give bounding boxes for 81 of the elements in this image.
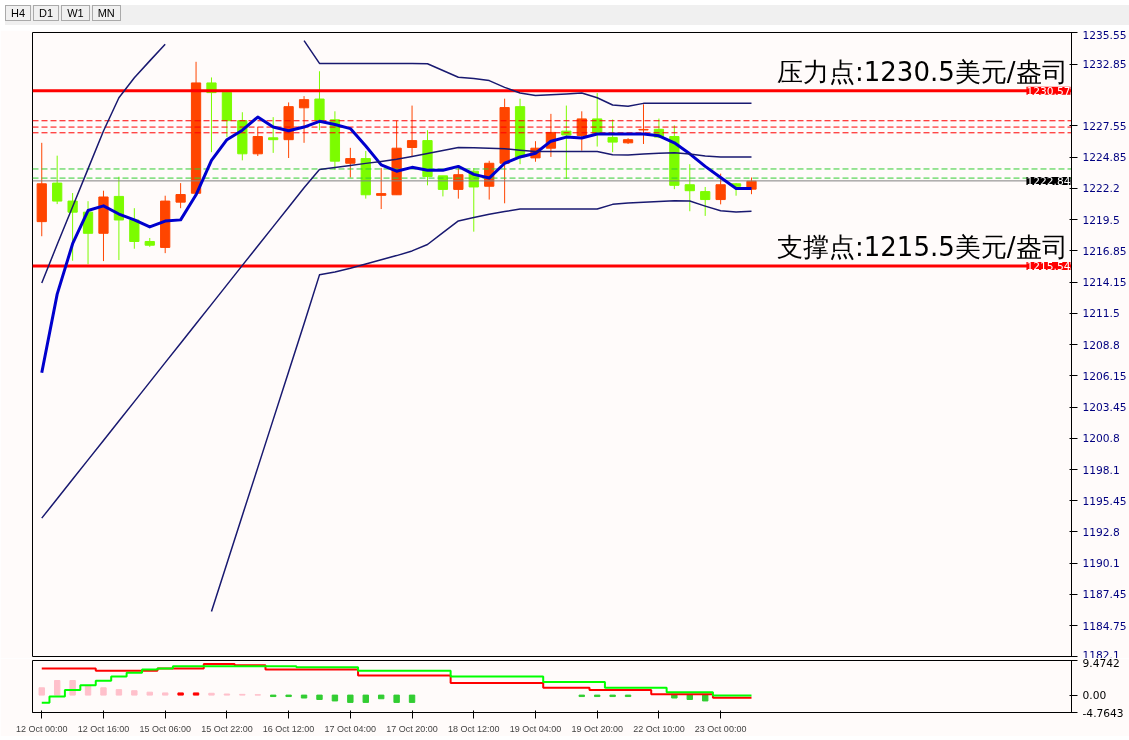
x-tick-label: 15 Oct 22:00 (201, 723, 253, 734)
candlestick (607, 118, 618, 153)
y-tick-label: 1195.45 (1082, 494, 1127, 508)
bar (53, 679, 61, 696)
x-tick-label: 22 Oct 10:00 (633, 723, 685, 734)
line-series (210, 199, 753, 613)
text: H4 (5, 5, 32, 21)
candlestick (268, 116, 279, 154)
x-tick-label: 12 Oct 16:00 (77, 723, 130, 734)
x-tick-label: 15 Oct 06:00 (139, 723, 191, 734)
y-tick-label: -4.7643 (1082, 706, 1124, 720)
x-tick-label: 19 Oct 20:00 (571, 723, 623, 734)
x-tick-label: 23 Oct 00:00 (694, 723, 747, 734)
x-tick-label: 18 Oct 12:00 (448, 723, 500, 734)
x-tick-label: 12 Oct 00:00 (15, 723, 68, 734)
bar (115, 689, 123, 696)
bar (300, 694, 308, 699)
bar (316, 694, 323, 700)
candlestick (715, 173, 726, 205)
candlestick (376, 167, 387, 210)
candlestick (252, 126, 263, 157)
text: MN (91, 5, 121, 21)
bar (38, 687, 45, 696)
y-tick-label: 1203.45 (1082, 401, 1127, 415)
bar (702, 694, 709, 702)
x-tick-label: 17 Oct 04:00 (324, 723, 377, 734)
x-tick-label: 16 Oct 12:00 (262, 723, 315, 734)
bar (686, 694, 693, 700)
y-tick-label: 1222.2 (1082, 182, 1120, 196)
candlestick (684, 163, 695, 212)
text: W1 (61, 5, 90, 21)
candlestick (298, 95, 310, 144)
y-tick-label: 1224.85 (1082, 151, 1127, 165)
ref-line-label: 1215.54 (1026, 260, 1071, 274)
candlestick (561, 105, 572, 180)
y-tick-label: 1184.75 (1082, 619, 1127, 633)
candlestick (52, 155, 63, 205)
y-tick-label: 1211.5 (1082, 307, 1120, 321)
y-tick-label: 1187.45 (1082, 588, 1127, 602)
bar (671, 694, 678, 699)
candlestick (638, 103, 649, 145)
candlestick (314, 70, 325, 131)
line-series (41, 146, 753, 519)
y-tick-label: 1192.8 (1082, 525, 1121, 539)
y-tick-label: 1198.1 (1082, 463, 1120, 477)
bar (408, 694, 416, 703)
bar (161, 692, 169, 696)
bar (100, 687, 107, 696)
bar (146, 691, 153, 696)
y-tick-label: 1208.8 (1082, 338, 1121, 352)
bar (331, 694, 339, 702)
bar (362, 694, 369, 703)
candlestick (700, 186, 711, 217)
bar (84, 685, 92, 696)
bar (192, 692, 200, 696)
y-tick-label: 1206.15 (1082, 369, 1127, 383)
bar (131, 690, 138, 696)
y-tick-label: 1216.85 (1082, 244, 1127, 258)
x-tick-label: 17 Oct 20:00 (386, 723, 438, 734)
y-tick-label: 1232.85 (1082, 58, 1127, 72)
annotation: 支撑点:1215.5美元/盎司 (777, 232, 1068, 263)
y-tick-label: 1190.1 (1082, 557, 1120, 571)
candlestick (406, 105, 418, 158)
y-tick-label: 1219.5 (1082, 213, 1120, 227)
text: D1 (33, 5, 60, 21)
bar (347, 694, 354, 703)
bar (378, 694, 385, 700)
ref-line-label: 1230.57 (1026, 84, 1071, 98)
x-tick-label: 19 Oct 04:00 (509, 723, 562, 734)
y-tick-label: 1200.8 (1082, 432, 1121, 446)
candlestick (345, 147, 356, 178)
ref-line-label: 1222.84 (1026, 174, 1071, 188)
bar (177, 692, 184, 696)
y-tick-label: 0.00 (1082, 689, 1107, 703)
annotation: 压力点:1230.5美元/盎司 (777, 56, 1068, 87)
y-tick-label: 1214.15 (1082, 276, 1127, 290)
candlestick (129, 207, 140, 250)
bar (393, 694, 400, 703)
candlestick (175, 182, 186, 209)
y-tick-label: 1227.55 (1082, 119, 1127, 133)
y-tick-label: 1235.55 (1082, 28, 1127, 42)
